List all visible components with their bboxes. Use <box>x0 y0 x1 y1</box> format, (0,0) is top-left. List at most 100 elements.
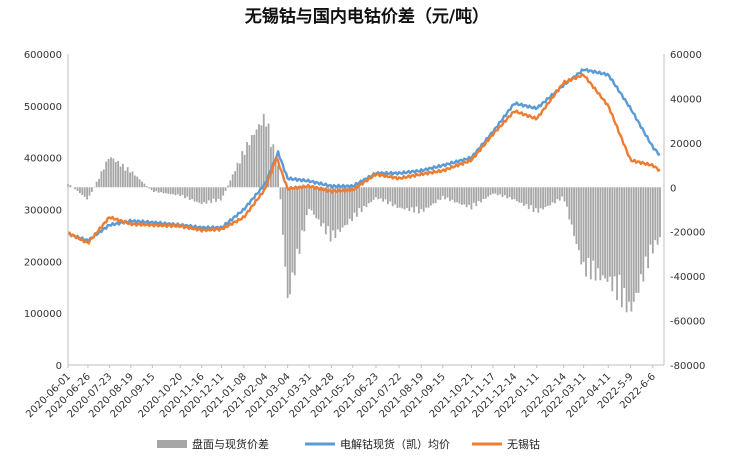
spread-bar <box>196 187 198 202</box>
spread-bar <box>458 187 461 204</box>
spread-bar <box>222 187 225 196</box>
spread-bar <box>181 187 184 195</box>
spread-bar <box>150 187 153 191</box>
spread-bar <box>527 187 530 210</box>
spread-bar <box>377 187 380 200</box>
spread-bar <box>372 187 375 200</box>
spread-bar <box>329 187 332 242</box>
spread-bar <box>169 187 172 195</box>
spread-bar <box>258 124 260 188</box>
spread-bar <box>267 123 270 188</box>
spread-bar <box>477 187 480 202</box>
plot-area <box>67 67 661 313</box>
spread-bar <box>363 187 365 206</box>
spread-bar <box>110 157 112 188</box>
spread-bar <box>344 187 346 226</box>
right-tick-label: 60000 <box>670 50 702 61</box>
spread-bar <box>608 187 611 277</box>
spread-bar <box>632 187 635 302</box>
spread-bar <box>186 187 189 197</box>
spread-bar <box>122 163 124 188</box>
spread-bar <box>143 183 146 188</box>
spread-bar <box>637 187 640 293</box>
left-tick-label: 100000 <box>24 309 62 320</box>
spread-bar <box>191 187 194 200</box>
spread-bar <box>346 187 349 225</box>
spread-bar <box>642 187 645 282</box>
spread-bar <box>274 160 277 188</box>
spread-bar <box>515 187 518 202</box>
spread-bar <box>460 187 463 205</box>
spread-bar <box>270 147 272 188</box>
spread-bar <box>623 187 626 289</box>
spread-bar <box>365 187 368 208</box>
right-tick-label: 20000 <box>670 139 702 150</box>
spread-bar <box>303 187 306 232</box>
spread-bar <box>542 187 544 210</box>
spread-bar <box>566 187 568 207</box>
spread-bar <box>620 187 623 308</box>
spread-bar <box>616 187 618 301</box>
spread-bar <box>114 161 117 188</box>
spread-bar <box>384 187 387 200</box>
spread-bar <box>100 171 103 188</box>
spread-bar <box>606 187 609 282</box>
spread-bar <box>539 187 542 209</box>
spread-bar <box>305 187 308 216</box>
spread-bar <box>370 187 373 203</box>
spread-bar <box>124 170 127 188</box>
spread-bar <box>351 187 353 221</box>
spread-bar <box>508 187 511 198</box>
spread-bar <box>157 187 160 193</box>
spread-bar <box>379 187 382 199</box>
spread-bar <box>248 145 251 188</box>
spread-bar <box>554 187 556 204</box>
spread-bar <box>403 187 406 210</box>
spread-bar <box>327 187 330 227</box>
spread-bar <box>546 187 549 206</box>
spread-bar <box>446 187 449 198</box>
spread-bar <box>544 187 547 208</box>
spread-bar <box>420 187 423 210</box>
spread-bar <box>112 158 115 188</box>
spread-bar <box>410 187 413 208</box>
spread-bar <box>496 187 499 196</box>
left-tick-label: 200000 <box>24 257 62 268</box>
spread-bar <box>472 187 475 203</box>
spread-bar <box>255 129 258 188</box>
spread-bar <box>119 166 122 188</box>
spread-bar <box>575 187 578 245</box>
spread-bar <box>310 187 313 211</box>
spread-bar <box>468 187 470 205</box>
spread-bar <box>164 187 167 194</box>
spread-bar <box>492 187 494 194</box>
spread-bar <box>480 187 482 203</box>
spread-bar <box>587 187 590 258</box>
spread-bar <box>644 187 647 257</box>
spread-bar <box>558 187 561 201</box>
spread-bar <box>523 187 525 206</box>
spread-bar <box>179 187 182 197</box>
spread-bar <box>210 187 213 203</box>
spread-bar <box>499 187 501 195</box>
spread-bar <box>456 187 459 203</box>
right-tick-label: 40000 <box>670 94 702 105</box>
spread-bar <box>174 187 177 196</box>
spread-bar <box>604 187 607 279</box>
spread-bar <box>207 187 210 201</box>
spread-bar <box>341 187 344 228</box>
spread-bar <box>386 187 389 205</box>
left-tick-label: 400000 <box>24 154 62 165</box>
spread-bar <box>494 187 497 194</box>
spread-bar <box>511 187 513 200</box>
spread-bar <box>449 187 451 202</box>
spread-bar <box>429 187 432 206</box>
spread-bar <box>320 187 322 227</box>
spread-bar <box>594 187 597 281</box>
spread-bar <box>155 187 158 192</box>
spread-bar <box>360 187 363 213</box>
spread-bar <box>475 187 478 207</box>
spread-bar <box>301 187 303 231</box>
spread-bar <box>141 181 143 188</box>
spread-bar <box>129 172 131 188</box>
